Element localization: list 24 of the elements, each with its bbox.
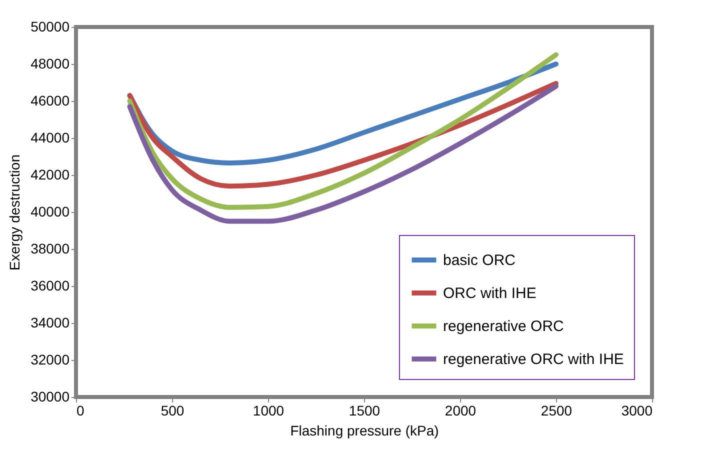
y-tick-label: 32000 — [30, 352, 70, 368]
y-tick-label: 34000 — [30, 314, 70, 330]
x-tick-label: 2500 — [540, 402, 572, 418]
y-tick-label: 40000 — [30, 204, 70, 220]
y-tick-label: 48000 — [30, 56, 70, 72]
y-tick-label: 42000 — [30, 166, 70, 182]
x-tick-label: 0 — [76, 402, 84, 418]
legend-label: ORC with IHE — [443, 285, 536, 302]
x-tick-label: 500 — [160, 402, 184, 418]
legend-label: regenerative ORC — [443, 318, 564, 335]
x-tick-label: 3000 — [621, 402, 653, 418]
y-tick-label: 46000 — [30, 92, 70, 108]
x-axis-title: Flashing pressure (kPa) — [290, 422, 439, 438]
y-tick-label: 50000 — [30, 18, 70, 34]
legend-label: regenerative ORC with IHE — [443, 351, 624, 368]
x-tick-label: 1000 — [252, 402, 284, 418]
x-tick-label: 1500 — [348, 402, 380, 418]
y-tick-label: 38000 — [30, 240, 70, 256]
legend-label: basic ORC — [443, 252, 516, 269]
y-axis-title: Exergy destruction — [6, 154, 23, 270]
x-tick-label: 2000 — [444, 402, 476, 418]
y-tick-label: 30000 — [30, 388, 70, 404]
y-tick-label: 44000 — [30, 130, 70, 146]
y-tick-label: 36000 — [30, 278, 70, 294]
